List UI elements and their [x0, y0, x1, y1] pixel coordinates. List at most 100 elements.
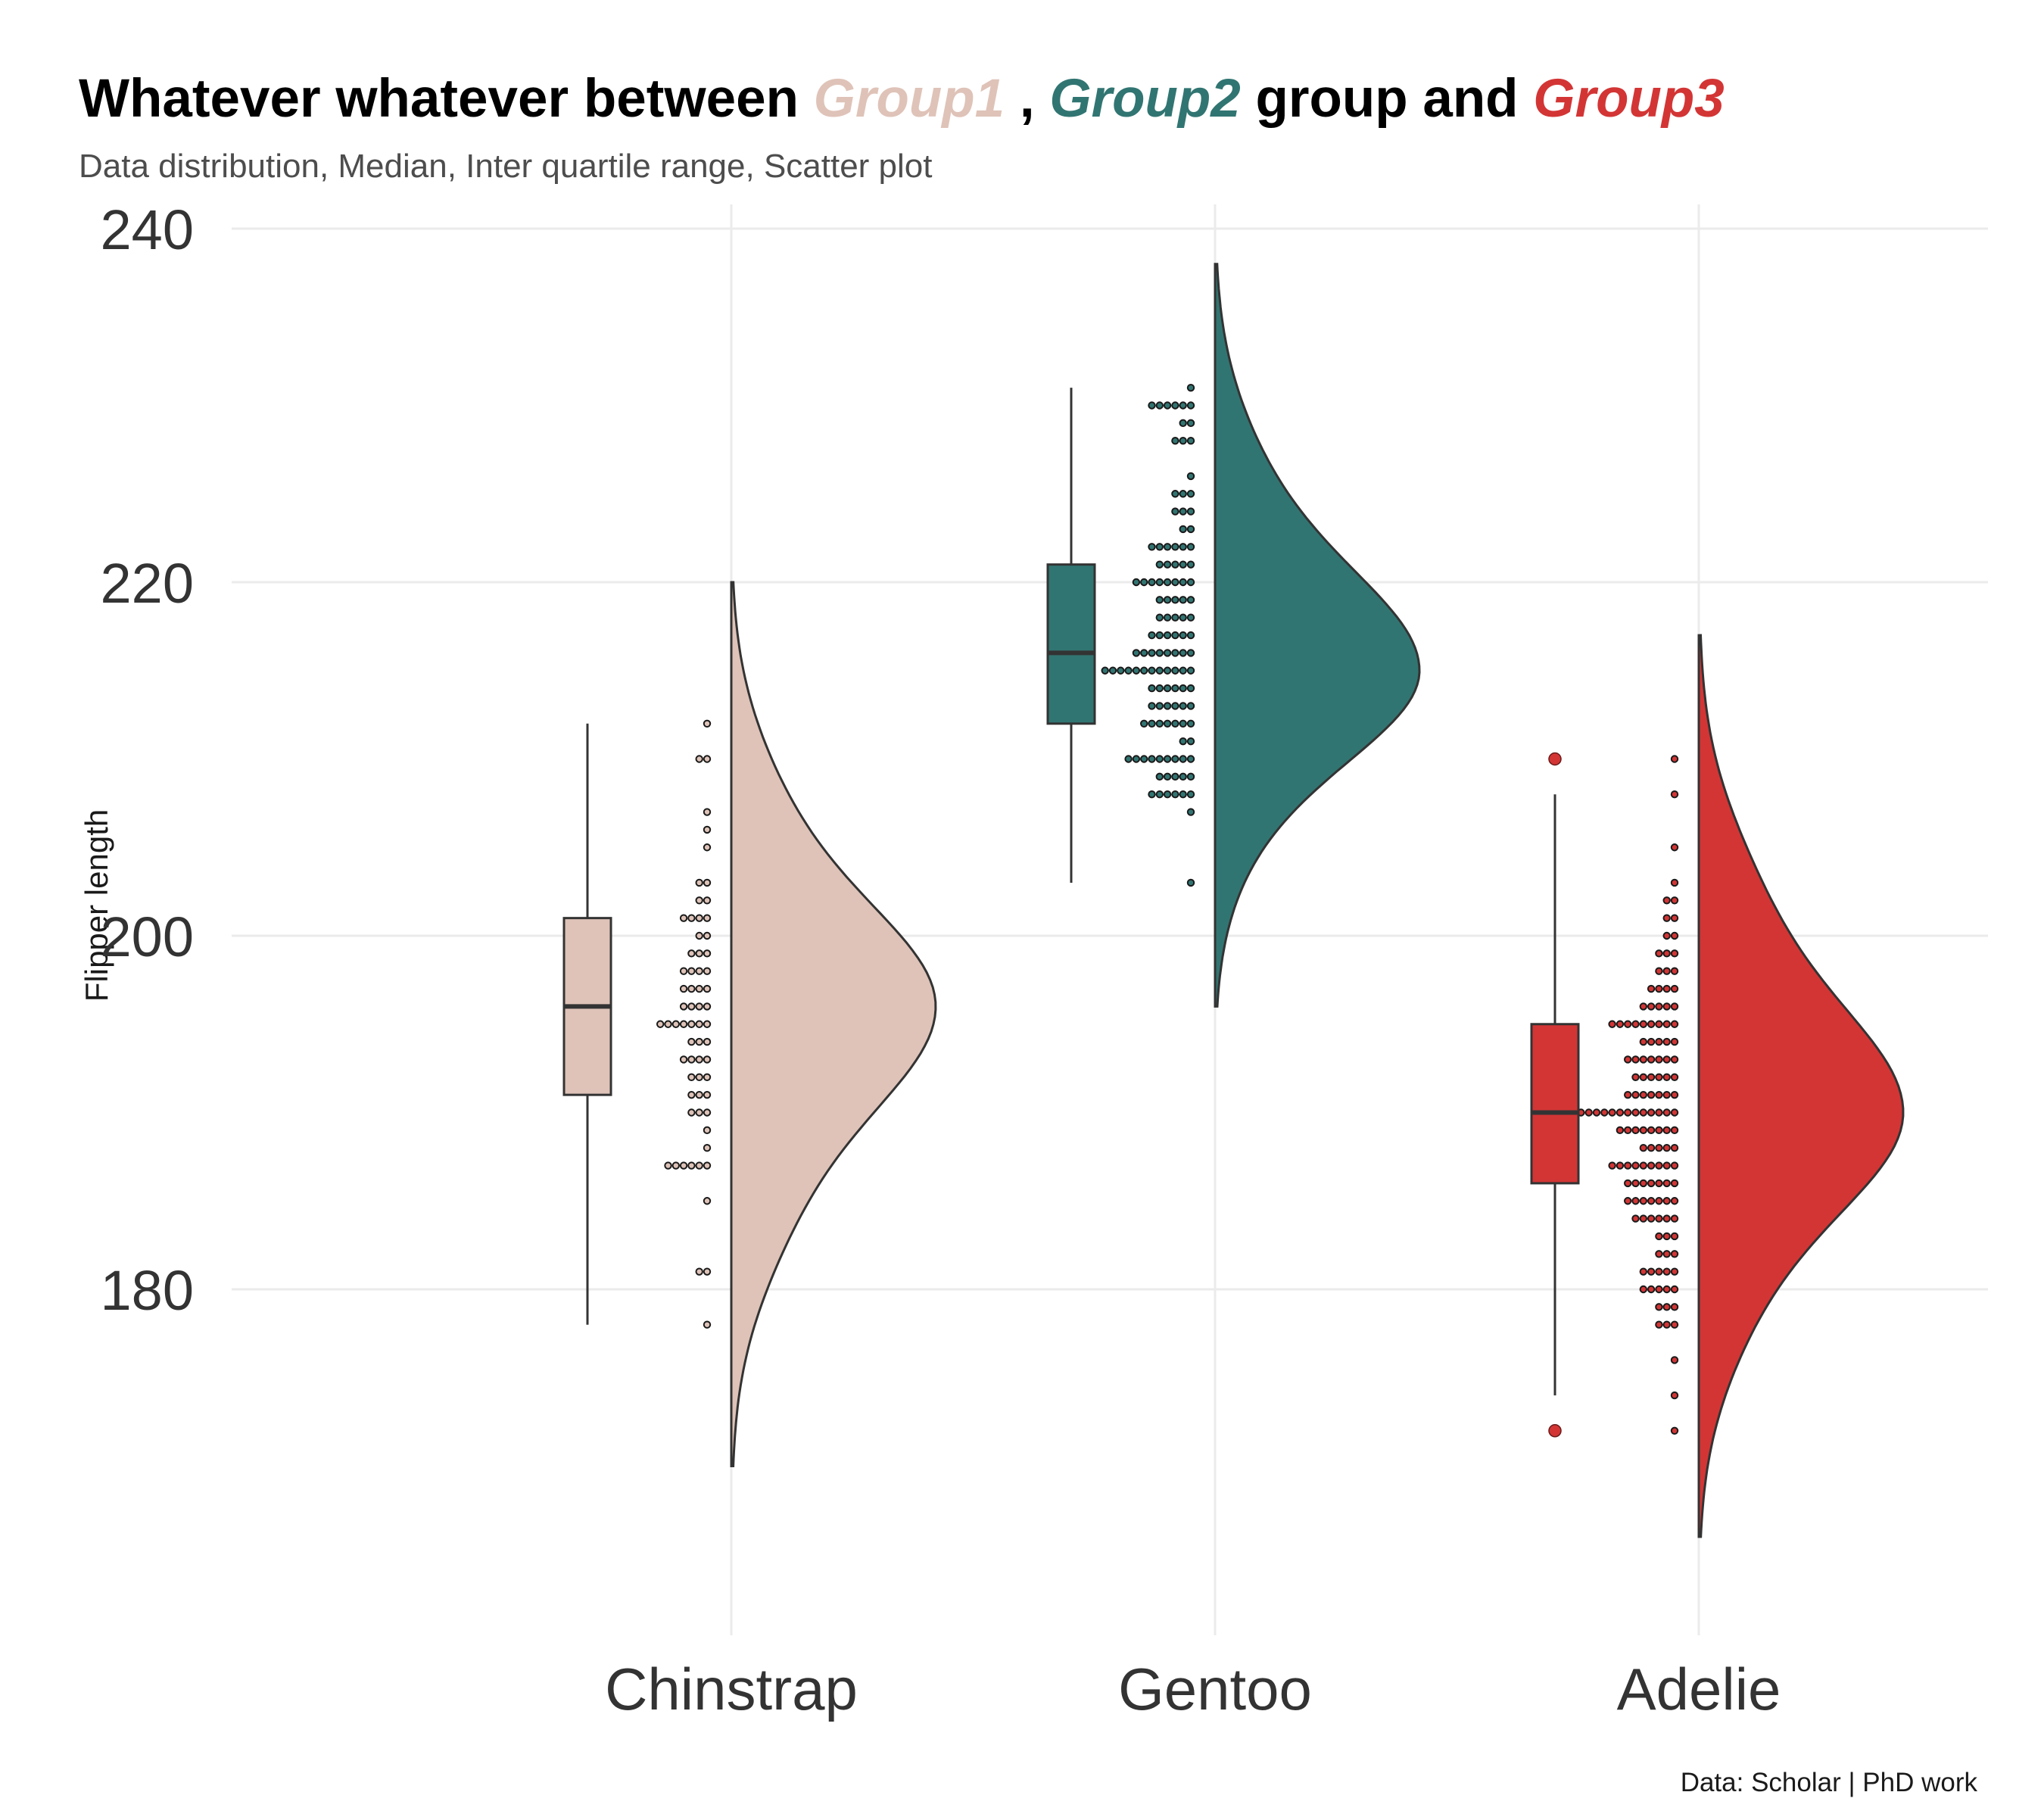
scatter-dot: [1179, 666, 1187, 675]
title-group3: Group3: [1533, 69, 1725, 129]
scatter-dot: [1179, 507, 1187, 516]
scatter-dot: [1624, 1090, 1632, 1099]
scatter-dot: [1171, 507, 1179, 516]
scatter-dot: [1155, 790, 1164, 799]
scatter-dot: [1624, 1108, 1632, 1117]
scatter-dot: [1171, 613, 1179, 622]
scatter-dot: [1662, 1320, 1671, 1329]
scatter-dot: [1639, 1161, 1648, 1170]
scatter-dot: [1670, 1179, 1679, 1188]
scatter-dot: [1148, 702, 1156, 710]
scatter-dot: [1186, 401, 1195, 410]
scatter-dot: [1155, 772, 1164, 781]
scatter-dot: [695, 967, 703, 975]
scatter-dot: [656, 1020, 665, 1028]
scatter-dot: [1662, 1267, 1671, 1276]
scatter-dot: [1186, 490, 1195, 498]
scatter-dot: [1148, 790, 1156, 799]
scatter-dot: [1616, 1161, 1625, 1170]
scatter-dot: [1655, 1303, 1663, 1311]
scatter-dot: [687, 967, 696, 975]
scatter-dot: [1670, 1090, 1679, 1099]
scatter-dot: [1662, 1055, 1671, 1064]
scatter-dot: [703, 1108, 712, 1117]
scatter-dot: [1179, 596, 1187, 604]
scatter-dot: [1179, 578, 1187, 587]
y-tick-label: 180: [101, 1259, 194, 1322]
scatter-dot: [1624, 1179, 1632, 1188]
scatter-dot: [1186, 596, 1195, 604]
scatter-dot: [664, 1020, 672, 1028]
scatter-dot: [703, 1144, 712, 1152]
scatter-dot: [1600, 1108, 1609, 1117]
scatter-dot: [1655, 1055, 1663, 1064]
x-tick-label: Adelie: [1617, 1656, 1781, 1722]
scatter-dot: [1132, 755, 1141, 763]
scatter-dot: [1148, 543, 1156, 551]
scatter-dot: [1592, 1108, 1601, 1117]
scatter-dot: [1171, 755, 1179, 763]
scatter-dot: [1662, 1179, 1671, 1188]
scatter-dot: [687, 1073, 696, 1082]
scatter-dot: [1155, 560, 1164, 569]
scatter-dot: [1670, 1426, 1679, 1435]
title-separator: ,: [1005, 69, 1050, 129]
scatter-dot: [687, 1002, 696, 1011]
outlier-point: [1548, 752, 1562, 766]
scatter-dot: [1186, 719, 1195, 728]
scatter-dot: [679, 1055, 688, 1064]
scatter-dot: [1186, 808, 1195, 816]
scatter-dot: [703, 1126, 712, 1135]
scatter-dot: [1148, 755, 1156, 763]
scatter-dot: [1670, 1144, 1679, 1152]
scatter-dot: [1171, 790, 1179, 799]
title-group2: Group2: [1049, 69, 1241, 129]
scatter-dot: [687, 1037, 696, 1046]
scatter-dot: [1639, 1144, 1648, 1152]
scatter-dot: [1140, 719, 1148, 728]
scatter-dot: [1584, 1108, 1593, 1117]
scatter-dot: [1639, 1267, 1648, 1276]
scatter-dot: [679, 1020, 688, 1028]
scatter-dot: [703, 1320, 712, 1329]
scatter-dot: [1624, 1126, 1632, 1135]
scatter-dot: [1163, 772, 1172, 781]
scatter-dot: [1655, 1197, 1663, 1205]
scatter-dot: [1647, 1020, 1656, 1028]
scatter-dot: [1662, 1073, 1671, 1082]
scatter-dot: [1179, 419, 1187, 428]
scatter-dot: [703, 1073, 712, 1082]
scatter-dot: [1148, 578, 1156, 587]
scatter-dot: [1639, 1179, 1648, 1188]
scatter-dot: [695, 1037, 703, 1046]
scatter-dot: [1639, 1020, 1648, 1028]
scatter-dot: [1662, 914, 1671, 922]
scatter-dot: [1662, 967, 1671, 975]
scatter-dot: [1647, 1002, 1656, 1011]
scatter-dot: [1631, 1126, 1640, 1135]
scatter-dot: [1624, 1197, 1632, 1205]
scatter-dot: [1186, 472, 1195, 481]
outlier-point: [1548, 1424, 1562, 1438]
scatter-dot: [1639, 1197, 1648, 1205]
scatter-dot: [1655, 1179, 1663, 1188]
scatter-dot: [1647, 1144, 1656, 1152]
scatter-dot: [1186, 437, 1195, 445]
scatter-dot: [1163, 560, 1172, 569]
scatter-dot: [1186, 613, 1195, 622]
scatter-dot: [1186, 755, 1195, 763]
scatter-dot: [695, 755, 703, 763]
scatter-dot: [1655, 1073, 1663, 1082]
scatter-dot: [1148, 401, 1156, 410]
scatter-dot: [1655, 1037, 1663, 1046]
scatter-dot: [1647, 1073, 1656, 1082]
scatter-dot: [1186, 383, 1195, 392]
scatter-dot: [1171, 596, 1179, 604]
scatter-dot: [1186, 525, 1195, 534]
scatter-dot: [687, 1090, 696, 1099]
scatter-dot: [1655, 1144, 1663, 1152]
scatter-dot: [1670, 878, 1679, 887]
scatter-dot: [1647, 1055, 1656, 1064]
scatter-dot: [1662, 1108, 1671, 1117]
